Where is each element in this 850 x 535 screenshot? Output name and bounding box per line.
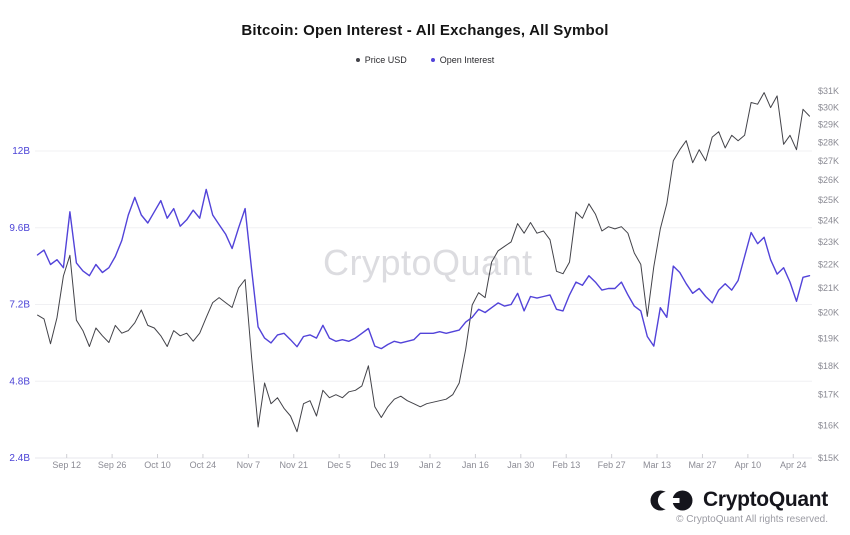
price-line [37, 92, 810, 433]
y-axis-right-label: $26K [818, 175, 839, 185]
x-axis-label: Dec 5 [327, 460, 351, 470]
y-axis-right-label: $25K [818, 195, 839, 205]
legend: Price USD Open Interest [0, 53, 850, 67]
copyright-text: © CryptoQuant All rights reserved. [676, 514, 828, 525]
y-axis-right-label: $30K [818, 103, 839, 113]
y-axis-right-label: $15K [818, 453, 839, 463]
y-axis-right-label: $29K [818, 120, 839, 130]
y-axis-right-label: $31K [818, 86, 839, 96]
x-axis-label: Apr 24 [780, 460, 807, 470]
x-axis-label: Apr 10 [735, 460, 762, 470]
y-axis-left-label: 7.2B [9, 300, 30, 311]
chart-title: Bitcoin: Open Interest - All Exchanges, … [241, 22, 609, 39]
y-axis-right-label: $22K [818, 259, 839, 269]
x-axis-label: Feb 13 [552, 460, 580, 470]
open-interest-line [36, 188, 811, 350]
x-axis-label: Nov 7 [237, 460, 261, 470]
y-axis-right-label: $21K [818, 283, 839, 293]
price-series-dot-icon [355, 58, 360, 62]
legend-item-open-interest[interactable]: Open Interest [430, 55, 495, 65]
legend-label-price: Price USD [364, 55, 407, 65]
y-axis-right-label: $18K [818, 361, 839, 371]
x-axis-label: Jan 16 [462, 460, 489, 470]
x-axis-label: Mar 27 [688, 460, 716, 470]
x-axis-label: Jan 30 [507, 460, 534, 470]
x-axis-label: Oct 10 [144, 460, 171, 470]
open-interest-series-dot-icon [430, 58, 435, 62]
y-axis-right-label: $17K [818, 390, 839, 400]
legend-label-open-interest: Open Interest [439, 55, 495, 65]
x-axis-label: Oct 24 [190, 460, 217, 470]
y-axis-right-label: $28K [818, 137, 839, 147]
y-axis-right-label: $27K [818, 156, 839, 166]
y-axis-right-label: $20K [818, 308, 839, 318]
footer-brand[interactable]: CryptoQuant [650, 488, 828, 512]
legend-item-price[interactable]: Price USD [355, 55, 407, 65]
footer-brand-name: CryptoQuant [702, 488, 828, 511]
cryptoquant-logo-icon [650, 490, 693, 510]
x-axis-label: Feb 27 [598, 460, 626, 470]
x-axis-label: Nov 21 [279, 460, 308, 470]
watermark: CryptoQuant [323, 242, 533, 283]
y-axis-left-label: 9.6B [9, 223, 30, 234]
y-axis-left-label: 2.4B [9, 453, 30, 464]
y-axis-left-label: 12B [12, 146, 30, 157]
y-axis-left-label: 4.8B [9, 376, 30, 387]
x-axis-label: Sep 26 [98, 460, 127, 470]
y-axis-right-label: $23K [818, 237, 839, 247]
y-axis-right-label: $24K [818, 215, 839, 225]
x-axis-label: Sep 12 [52, 460, 81, 470]
footer: CryptoQuant © CryptoQuant All rights res… [650, 488, 828, 525]
y-axis-right-label: $16K [818, 420, 839, 430]
y-axis-right-label: $19K [818, 333, 839, 343]
x-axis-label: Dec 19 [370, 460, 399, 470]
x-axis-label: Mar 13 [643, 460, 671, 470]
x-axis-label: Jan 2 [419, 460, 441, 470]
